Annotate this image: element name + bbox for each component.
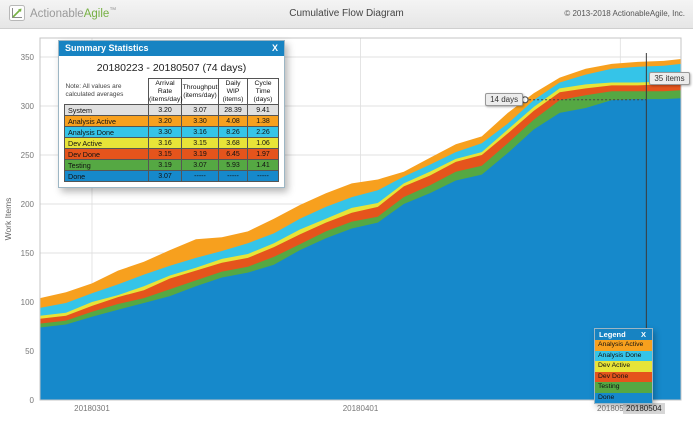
summary-row-label: Dev Active <box>64 137 149 150</box>
summary-col-header: Cycle Time (days) <box>247 77 279 106</box>
y-tick-label: 350 <box>20 53 34 62</box>
summary-cell: 3.68 <box>218 137 248 150</box>
summary-cell: 1.06 <box>247 137 279 150</box>
summary-header-row: Note: All values are calculated averages A… <box>65 77 279 106</box>
summary-cell: 6.45 <box>218 148 248 161</box>
summary-cell: 3.30 <box>181 115 219 128</box>
y-tick-label: 300 <box>20 102 34 111</box>
summary-cell: 28.39 <box>218 104 248 117</box>
summary-cell: 3.20 <box>148 104 182 117</box>
summary-date-range: 20180223 - 20180507 (74 days) <box>96 62 247 74</box>
legend-item-dev-done[interactable]: Dev Done <box>595 371 652 382</box>
summary-row-label: Analysis Active <box>64 115 149 128</box>
legend-item-analysis-done[interactable]: Analysis Done <box>595 350 652 361</box>
y-tick-label: 0 <box>29 396 34 405</box>
summary-cell: 3.15 <box>148 148 182 161</box>
summary-table: Note: All values are calculated averages A… <box>64 77 279 183</box>
band-done <box>40 98 681 400</box>
summary-row-label: Dev Done <box>64 148 149 161</box>
legend-close-button[interactable]: X <box>640 330 646 339</box>
summary-cell: 3.07 <box>181 104 219 117</box>
summary-panel-titlebar[interactable]: Summary Statistics X <box>59 41 284 56</box>
summary-cell: 3.07 <box>181 159 219 172</box>
summary-panel-body: 20180223 - 20180507 (74 days) Note: All … <box>59 56 284 187</box>
header-bar: ActionableAgile™ Cumulative Flow Diagram… <box>0 0 693 29</box>
summary-cell: 1.38 <box>247 115 279 128</box>
legend-title: Legend <box>599 330 626 339</box>
summary-row-label: Done <box>64 170 149 183</box>
legend-items: Analysis Active Analysis Done Dev Active De… <box>595 340 652 403</box>
summary-cell: 3.20 <box>148 115 182 128</box>
summary-close-button[interactable]: X <box>271 43 278 53</box>
summary-cell: 3.30 <box>148 126 182 139</box>
summary-row-dev-done: Dev Done 3.15 3.19 6.45 1.97 <box>64 148 279 161</box>
wip-tooltip: 35 items <box>649 72 690 85</box>
x-tick-label: 20180401 <box>342 404 379 413</box>
summary-cell: 9.41 <box>247 104 279 117</box>
summary-row-done: Done 3.07 ----- ----- ----- <box>64 170 279 183</box>
summary-row-system: System 3.20 3.07 28.39 9.41 <box>64 104 279 117</box>
y-tick-label: 200 <box>20 200 34 209</box>
cycle-time-tooltip: 14 days <box>485 92 524 106</box>
summary-row-dev-active: Dev Active 3.16 3.15 3.68 1.06 <box>64 137 279 150</box>
summary-cell: 3.19 <box>148 159 182 172</box>
summary-row-analysis-active: Analysis Active 3.20 3.30 4.08 1.38 <box>64 115 279 128</box>
summary-cell: 5.93 <box>218 159 248 172</box>
y-tick-label: 100 <box>20 298 34 307</box>
summary-statistics-panel: Summary Statistics X 20180223 - 20180507… <box>58 40 285 189</box>
y-tick-label: 50 <box>25 347 34 356</box>
legend-item-analysis-active[interactable]: Analysis Active <box>595 340 652 351</box>
summary-row-label: System <box>64 104 149 117</box>
summary-cell: 4.08 <box>218 115 248 128</box>
legend-item-done[interactable]: Done <box>595 392 652 403</box>
summary-cell: 2.26 <box>247 126 279 139</box>
summary-row-analysis-done: Analysis Done 3.30 3.16 8.26 2.26 <box>64 126 279 139</box>
brand-name: ActionableAgile™ <box>30 6 117 20</box>
summary-cell: ----- <box>218 170 248 183</box>
summary-cell: 1.97 <box>247 148 279 161</box>
plot-border <box>39 37 682 401</box>
x-tick-label: 201805 <box>597 404 624 413</box>
y-tick-label: 150 <box>20 249 34 258</box>
summary-col-header: Throughput (items/day) <box>181 77 219 106</box>
summary-cell: 8.26 <box>218 126 248 139</box>
brand-logo: ActionableAgile™ <box>9 5 116 21</box>
legend-panel: Legend X Analysis Active Analysis Done Dev… <box>594 328 653 404</box>
summary-cell: ----- <box>181 170 219 183</box>
summary-cell: 3.16 <box>148 137 182 150</box>
legend-item-testing[interactable]: Testing <box>595 382 652 393</box>
summary-cell: 3.15 <box>181 137 219 150</box>
summary-row-label: Testing <box>64 159 149 172</box>
summary-cell: 1.41 <box>247 159 279 172</box>
legend-item-dev-active[interactable]: Dev Active <box>595 361 652 372</box>
summary-cell: ----- <box>247 170 279 183</box>
summary-cell: 3.19 <box>181 148 219 161</box>
legend-titlebar[interactable]: Legend X <box>595 329 652 340</box>
page-title: Cumulative Flow Diagram <box>289 8 404 19</box>
x-tick-label: 20180301 <box>74 404 110 413</box>
summary-cell: 3.07 <box>148 170 182 183</box>
summary-row-label: Analysis Done <box>64 126 149 139</box>
summary-col-header: Arrival Rate (items/day) <box>148 77 183 106</box>
y-tick-label: 250 <box>20 151 34 160</box>
summary-panel-title: Summary Statistics <box>65 43 149 53</box>
copyright-text: © 2013-2018 ActionableAgile, Inc. <box>564 9 685 18</box>
summary-col-header: Daily WIP (items) <box>218 77 248 106</box>
summary-cell: 3.16 <box>181 126 219 139</box>
summary-row-testing: Testing 3.19 3.07 5.93 1.41 <box>64 159 279 172</box>
selected-date-label: 20180504 <box>623 403 665 414</box>
chart-logo-icon <box>9 5 25 21</box>
summary-note: Note: All values are calculated averages <box>65 83 124 99</box>
